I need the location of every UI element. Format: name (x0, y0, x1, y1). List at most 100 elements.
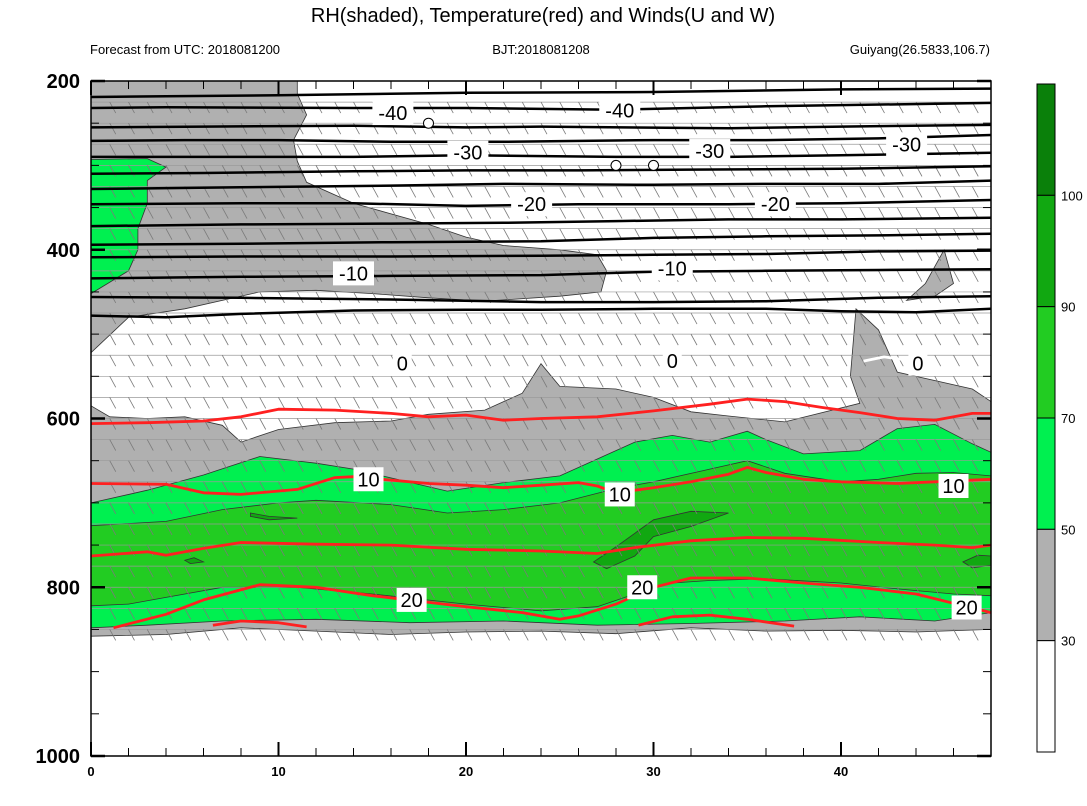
wind-barb (615, 439, 623, 451)
wind-barb-row (91, 460, 991, 472)
isotherm-label-box (511, 192, 553, 217)
wind-barb (821, 207, 829, 219)
wind-barb (596, 565, 604, 578)
wind-barb (934, 312, 942, 325)
wind-barb (803, 587, 810, 599)
wind-barb (503, 502, 510, 515)
wind-barb (409, 565, 417, 578)
legend-swatch (1036, 640, 1056, 753)
wind-barb (746, 186, 754, 198)
wind-barb (353, 333, 360, 346)
wind-barb (353, 186, 360, 198)
wind-barb (128, 608, 135, 620)
wind-barb (634, 418, 642, 430)
wind-barb (146, 207, 154, 219)
isotherm-label: -30 (886, 132, 928, 157)
wind-barb (559, 439, 567, 451)
wind-barb (371, 376, 379, 388)
wind-barb (334, 481, 342, 493)
wind-barb (859, 144, 867, 156)
wind-barb (371, 418, 379, 430)
wind-barb (878, 523, 885, 536)
wind-barb (765, 355, 773, 367)
isotherm-label-box (627, 575, 658, 600)
wind-barb (915, 460, 923, 472)
wind-barb (784, 312, 792, 325)
wind-barb (615, 207, 623, 219)
wind-barb (653, 544, 660, 557)
wind-barb (109, 502, 117, 515)
wind-barb (446, 565, 454, 578)
wind-barb (728, 439, 735, 451)
wind-barb (503, 460, 510, 472)
wind-barb (540, 397, 548, 409)
wind-barb (353, 397, 360, 409)
wind-barb-row (91, 228, 991, 240)
wind-barb (165, 333, 173, 346)
wind-barb (146, 249, 154, 261)
wind-barb (859, 565, 867, 578)
wind-barb (521, 355, 529, 367)
wind-barb (540, 460, 548, 472)
wind-barb (559, 228, 567, 240)
wind-barb (484, 228, 492, 240)
wind-barb (728, 270, 735, 283)
wind-barb (840, 186, 848, 198)
wind-barb (296, 523, 304, 536)
wind-barb (315, 565, 323, 578)
wind-barb (653, 207, 660, 219)
wind-barb (184, 333, 192, 346)
wind-barb (709, 355, 717, 367)
wind-barb (484, 376, 492, 388)
wind-barb (878, 460, 885, 472)
wind-barb (503, 122, 510, 135)
wind-barb (728, 523, 735, 536)
wind-barb (296, 186, 304, 198)
wind-barb (109, 249, 117, 261)
wind-barb (334, 523, 342, 536)
wind-barb (390, 144, 398, 156)
wind-barb (128, 312, 135, 325)
wind-barb (803, 312, 810, 325)
wind-barb (728, 418, 735, 430)
wind-barb (203, 587, 210, 599)
wind-barb (878, 376, 885, 388)
wind-barb (821, 291, 829, 304)
wind-barb (915, 439, 923, 451)
wind-barb (184, 312, 192, 325)
wind-barb (840, 523, 848, 536)
wind-barb (446, 312, 454, 325)
wind-barb (596, 144, 604, 156)
rh-region-30-50-1 (905, 248, 954, 301)
wind-barb (934, 460, 942, 472)
wind-barb (840, 312, 848, 325)
wind-barb (690, 587, 698, 599)
wind-barb (146, 397, 154, 409)
wind-barb (821, 122, 829, 135)
isotherm-label-box (689, 139, 731, 164)
wind-barb (146, 439, 154, 451)
wind-barb (915, 629, 923, 641)
wind-barb (859, 523, 867, 536)
wind-barb (446, 544, 454, 557)
wind-barb (653, 629, 660, 641)
wind-barb (634, 397, 642, 409)
wind-barb (540, 565, 548, 578)
wind-barb (428, 312, 435, 325)
wind-barb (446, 376, 454, 388)
wind-barb (971, 481, 979, 493)
wind-barb (390, 397, 398, 409)
wind-barb (296, 333, 304, 346)
black-isotherm-8 (91, 216, 991, 228)
isotherm-label: 20 (951, 595, 982, 620)
wind-barb (728, 397, 735, 409)
wind-barb (709, 629, 717, 641)
wind-barb (578, 333, 585, 346)
wind-barb (503, 397, 510, 409)
wind-barb (278, 565, 285, 578)
wind-barb (653, 608, 660, 620)
wind-barb (559, 460, 567, 472)
wind-barb (278, 355, 285, 367)
isotherm-label-text: -10 (339, 263, 368, 285)
location-subtitle: Guiyang(26.5833,106.7) (850, 42, 990, 57)
